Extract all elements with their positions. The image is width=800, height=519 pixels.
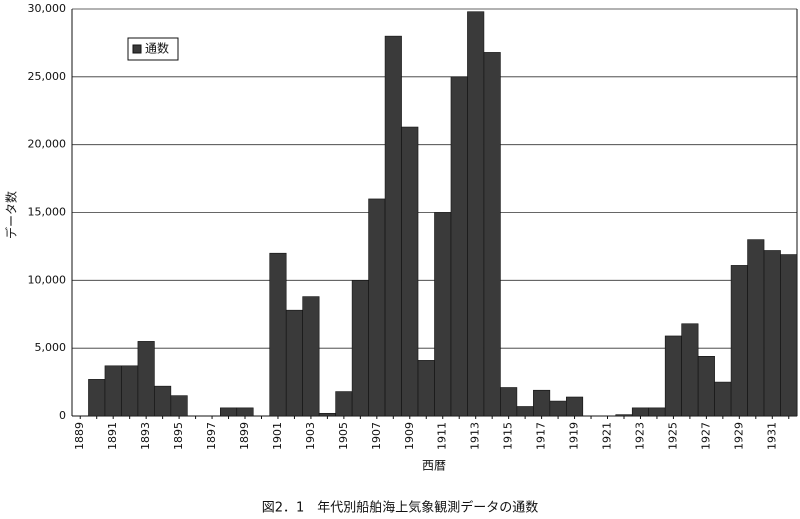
bar	[302, 296, 320, 417]
bar	[285, 309, 303, 417]
x-tick-label: 1931	[765, 422, 778, 450]
x-tick-label: 1905	[337, 422, 350, 450]
x-tick-label: 1899	[238, 422, 251, 450]
bar	[648, 407, 666, 417]
legend-label: 通数	[145, 41, 169, 56]
bar	[450, 76, 468, 417]
x-tick-label: 1927	[699, 422, 712, 450]
bar	[467, 11, 485, 417]
bar	[401, 126, 419, 417]
bar	[631, 407, 650, 417]
y-tick-label: 30,000	[28, 2, 67, 15]
chart-title: 図2．1 年代別船舶海上気象観測データの通数	[262, 500, 539, 516]
bar	[170, 395, 188, 417]
bar	[368, 198, 386, 417]
y-tick-label: 15,000	[28, 206, 67, 219]
bar	[121, 365, 139, 417]
x-tick-label: 1909	[403, 422, 416, 450]
bar	[615, 414, 633, 417]
bar	[780, 254, 798, 417]
bar	[236, 407, 254, 417]
y-tick-label: 10,000	[28, 273, 67, 286]
bar	[219, 407, 238, 417]
x-tick-label: 1893	[139, 422, 152, 450]
y-axis-label: データ数	[4, 191, 19, 239]
bar	[384, 35, 402, 417]
bar	[747, 239, 765, 417]
bar	[137, 341, 155, 417]
x-tick-label: 1925	[666, 422, 679, 450]
x-tick-label: 1929	[732, 422, 745, 450]
x-tick-label: 1907	[370, 422, 383, 450]
x-tick-label: 1897	[205, 422, 218, 450]
x-tick-label: 1891	[106, 422, 119, 450]
legend-box	[127, 37, 179, 61]
x-tick-label: 1923	[633, 422, 646, 450]
y-tick-label: 0	[59, 409, 66, 422]
bar	[434, 212, 452, 417]
y-tick-label: 20,000	[28, 138, 67, 151]
bar	[500, 387, 518, 417]
x-tick-label: 1889	[73, 422, 86, 450]
x-tick-label: 1911	[436, 422, 449, 450]
bar	[516, 406, 534, 417]
x-tick-label: 1901	[271, 422, 284, 450]
x-tick-label: 1903	[304, 422, 317, 450]
x-tick-label: 1895	[172, 422, 185, 450]
bar	[566, 396, 584, 417]
bar	[88, 379, 106, 417]
x-tick-label: 1915	[502, 422, 515, 450]
x-tick-label: 1921	[601, 422, 614, 450]
x-tick-label: 1919	[568, 422, 581, 450]
bar	[714, 381, 732, 417]
bar	[154, 385, 172, 417]
bar	[664, 335, 682, 417]
bar	[483, 52, 501, 417]
x-tick-label: 1913	[469, 422, 482, 450]
y-tick-label: 5,000	[35, 341, 67, 354]
bar	[269, 252, 287, 417]
bar	[318, 412, 336, 417]
bar	[104, 365, 122, 417]
bar	[681, 323, 699, 417]
x-tick-label: 1917	[535, 422, 548, 450]
bar	[763, 250, 781, 417]
legend-swatch	[132, 44, 142, 54]
x-axis-label: 西暦	[422, 459, 446, 473]
bar	[549, 400, 567, 417]
y-tick-label: 25,000	[28, 70, 67, 83]
bar	[533, 389, 551, 417]
bar	[730, 265, 748, 417]
bar	[351, 280, 369, 417]
bar	[417, 360, 435, 417]
bar	[335, 391, 353, 417]
bar	[697, 356, 715, 417]
